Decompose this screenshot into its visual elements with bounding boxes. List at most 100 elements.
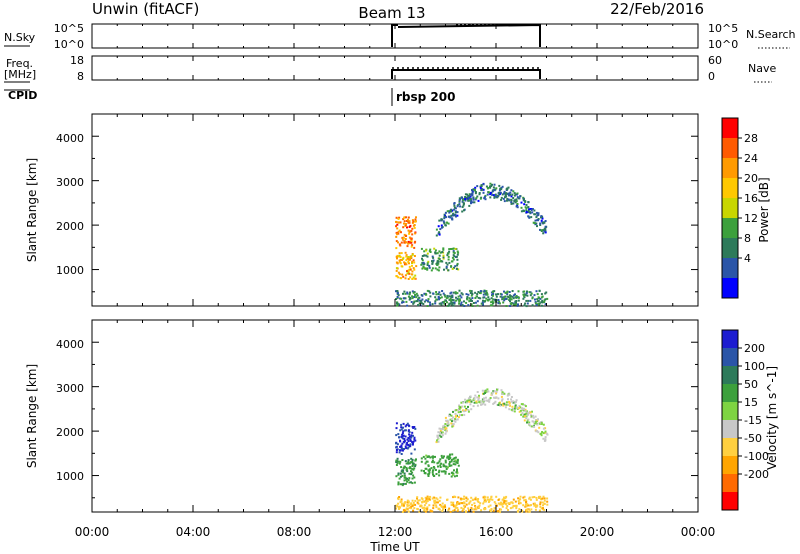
data-cell bbox=[403, 474, 406, 477]
data-cell bbox=[395, 475, 398, 478]
data-cell bbox=[463, 502, 466, 505]
data-cell bbox=[400, 466, 403, 469]
data-cell bbox=[439, 464, 442, 467]
data-cell bbox=[470, 200, 473, 202]
colorbar-segment bbox=[722, 330, 738, 349]
data-cell bbox=[525, 292, 528, 295]
data-cell bbox=[432, 259, 435, 262]
data-cell bbox=[511, 295, 514, 298]
data-cell bbox=[485, 297, 488, 300]
data-cell bbox=[498, 402, 501, 405]
data-cell bbox=[518, 407, 521, 410]
data-cell bbox=[497, 194, 500, 197]
data-cell bbox=[535, 496, 538, 499]
data-cell bbox=[446, 254, 449, 257]
data-cell bbox=[397, 460, 400, 463]
data-cell bbox=[446, 210, 449, 213]
data-cell bbox=[413, 448, 416, 451]
data-cell bbox=[455, 255, 458, 258]
data-cell bbox=[450, 414, 453, 417]
data-cell bbox=[407, 218, 409, 221]
data-cell bbox=[510, 201, 513, 204]
data-cell bbox=[452, 504, 455, 506]
data-cell bbox=[535, 498, 538, 501]
data-cell bbox=[443, 268, 445, 271]
data-cell bbox=[410, 245, 413, 248]
data-cell bbox=[455, 296, 457, 299]
data-cell bbox=[521, 409, 524, 412]
data-cell bbox=[397, 302, 400, 305]
data-cell bbox=[484, 396, 487, 399]
data-cell bbox=[406, 503, 409, 506]
data-cell bbox=[421, 257, 423, 260]
data-cell bbox=[404, 292, 407, 295]
data-cell bbox=[505, 401, 508, 404]
data-cell bbox=[466, 400, 469, 403]
data-cell bbox=[543, 497, 546, 500]
data-cell bbox=[542, 507, 544, 510]
data-cell bbox=[431, 260, 434, 263]
data-cell bbox=[535, 216, 538, 219]
data-cell bbox=[523, 290, 526, 293]
data-cell bbox=[491, 393, 494, 396]
data-cell bbox=[462, 198, 465, 201]
data-cell bbox=[425, 460, 428, 463]
data-cell bbox=[477, 506, 480, 509]
data-cell bbox=[429, 291, 432, 294]
colorbar-segment bbox=[722, 402, 738, 421]
data-cell bbox=[408, 226, 411, 228]
data-cell bbox=[503, 200, 506, 203]
data-cell bbox=[544, 430, 547, 433]
data-cell bbox=[410, 273, 413, 276]
data-cell bbox=[515, 300, 518, 302]
velocity-ytick-4000: 4000 bbox=[56, 338, 84, 351]
data-cell bbox=[403, 448, 405, 450]
data-cell bbox=[453, 255, 456, 258]
data-cell bbox=[491, 391, 494, 394]
data-cell bbox=[432, 473, 434, 476]
data-cell bbox=[460, 292, 463, 295]
colorbar-segment bbox=[722, 238, 738, 259]
data-cell bbox=[411, 468, 414, 471]
data-cell bbox=[442, 220, 445, 223]
data-cell bbox=[489, 504, 492, 507]
data-cell bbox=[452, 291, 455, 294]
data-cell bbox=[457, 464, 460, 467]
data-cell bbox=[411, 221, 414, 224]
data-cell bbox=[472, 198, 475, 201]
data-cell bbox=[516, 304, 519, 307]
colorbar-segment bbox=[722, 384, 738, 403]
data-cell bbox=[537, 218, 540, 220]
nave-tick-top: 60 bbox=[708, 54, 722, 67]
colorbar-frame bbox=[721, 117, 739, 299]
data-cell bbox=[438, 219, 441, 222]
data-cell bbox=[434, 296, 437, 299]
data-cell bbox=[407, 440, 410, 443]
data-cell bbox=[504, 291, 507, 294]
data-cell bbox=[408, 462, 411, 465]
data-cell bbox=[448, 211, 451, 214]
data-cell bbox=[519, 406, 522, 409]
data-cell bbox=[492, 402, 495, 405]
data-cell bbox=[463, 498, 465, 501]
data-cell bbox=[479, 400, 482, 403]
data-cell bbox=[453, 208, 456, 211]
data-cell bbox=[402, 275, 405, 278]
data-cell bbox=[462, 507, 465, 510]
data-cell bbox=[431, 262, 434, 265]
data-cell bbox=[405, 508, 408, 511]
data-cell bbox=[523, 203, 526, 206]
data-cell bbox=[471, 192, 474, 195]
data-cell bbox=[456, 214, 459, 217]
data-cell bbox=[453, 419, 456, 422]
data-cell bbox=[435, 291, 438, 293]
data-cell bbox=[481, 403, 484, 406]
data-cell bbox=[455, 409, 458, 412]
data-cell bbox=[485, 292, 487, 295]
data-cell bbox=[499, 191, 502, 194]
data-cell bbox=[400, 453, 403, 455]
data-cell bbox=[420, 302, 423, 304]
data-cell bbox=[447, 458, 450, 461]
data-cell bbox=[444, 423, 447, 425]
data-cell bbox=[500, 503, 503, 506]
